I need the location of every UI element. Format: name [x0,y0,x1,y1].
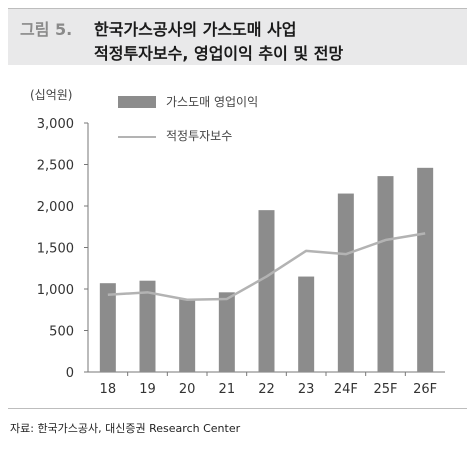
legend-swatch-bar [118,96,156,108]
figure-label: 그림 5. [20,20,73,39]
x-tick-label: 23 [298,382,315,397]
bar-operating-profit [99,283,116,372]
x-tick-label: 18 [100,382,117,397]
bar-operating-profit [258,210,275,372]
unit-label: (십억원) [30,88,73,102]
bar-operating-profit [337,193,354,372]
bar-operating-profit [139,280,156,372]
footer-divider [8,408,467,409]
chart-title-line2: 적정투자보수, 영업이익 추이 및 전망 [94,44,344,63]
y-tick-label: 0 [66,366,74,381]
y-tick-label: 3,000 [37,117,74,132]
bar-operating-profit [377,176,394,372]
bar-operating-profit [298,276,315,372]
x-tick-label: 26F [413,382,437,397]
y-tick-label: 1,000 [37,283,74,298]
source-note: 자료: 한국가스공사, 대신증권 Research Center [10,422,241,435]
x-tick-label: 19 [139,382,156,397]
line-investment-return [107,232,426,302]
y-tick-label: 500 [49,325,74,340]
bar-operating-profit [417,167,434,372]
bar-operating-profit [218,292,235,372]
y-tick-label: 2,500 [37,159,74,174]
legend-label-investment-return: 적정투자보수 [166,129,233,143]
legend-swatch-line [118,136,156,138]
x-tick-label: 20 [179,382,196,397]
x-tick-label: 24F [334,382,358,397]
y-tick-label: 2,000 [37,200,74,215]
legend-label-operating-profit: 가스도매 영업이익 [166,95,259,109]
chart-header: 그림 5. 한국가스공사의 가스도매 사업 적정투자보수, 영업이익 추이 및 … [8,8,467,65]
y-tick-label: 1,500 [37,242,74,257]
chart-title-line1: 한국가스공사의 가스도매 사업 [94,20,297,39]
bar-operating-profit [179,298,196,372]
x-tick-label: 22 [258,382,275,397]
x-tick-label: 21 [219,382,236,397]
x-tick-label: 25F [373,382,397,397]
